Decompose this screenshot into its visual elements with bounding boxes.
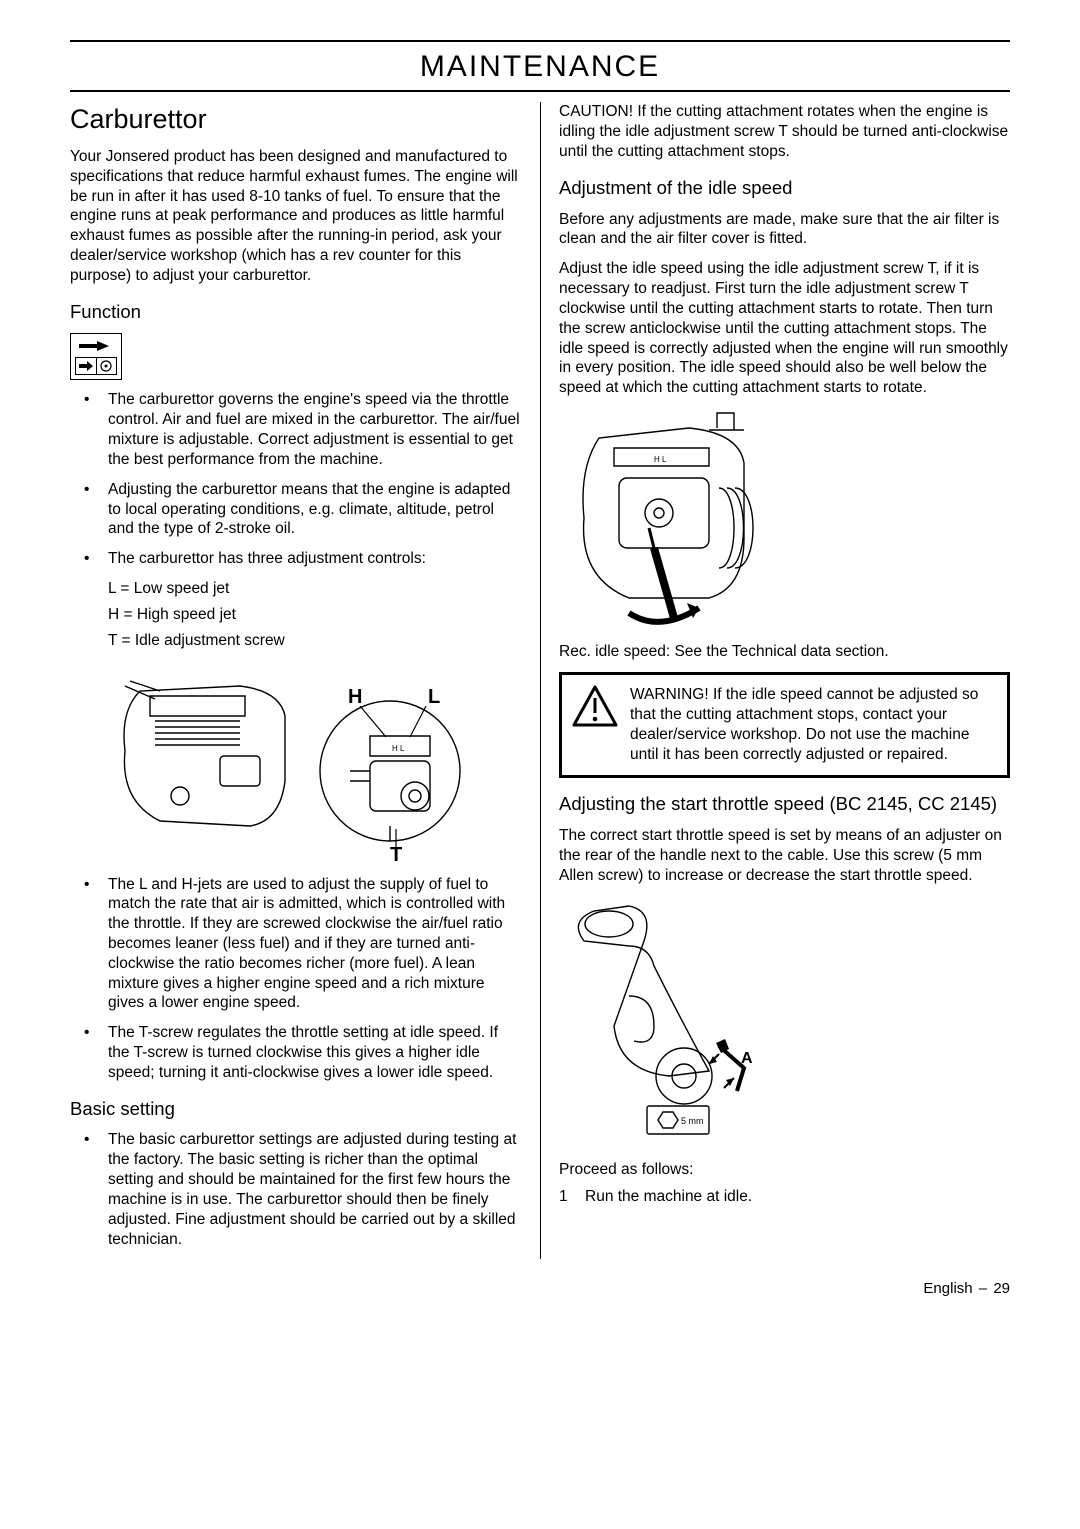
carburettor-icon — [70, 333, 122, 380]
engine-hlt-figure: H L H L T — [70, 661, 522, 861]
proceed-label: Proceed as follows: — [559, 1160, 1010, 1180]
list-item: The carburettor has three adjustment con… — [70, 549, 522, 569]
list-item: Adjusting the carburettor means that the… — [70, 480, 522, 539]
figure-label-5mm: 5 mm — [681, 1116, 704, 1126]
carburettor-heading: Carburettor — [70, 102, 522, 137]
function-bullets-2: The L and H-jets are used to adjust the … — [70, 875, 522, 1083]
top-rule — [70, 40, 1010, 42]
page-footer: English – 29 — [70, 1279, 1010, 1298]
steps-list: 1Run the machine at idle. — [559, 1187, 1010, 1207]
right-column: CAUTION! If the cutting attachment rotat… — [540, 102, 1010, 1259]
start-throttle-p1: The correct start throttle speed is set … — [559, 826, 1010, 885]
figure-label-A: A — [741, 1050, 753, 1067]
footer-page-number: 29 — [993, 1280, 1010, 1297]
footer-lang: English — [923, 1280, 972, 1297]
jet-list: L = Low speed jet H = High speed jet T =… — [70, 579, 522, 650]
list-item: The L and H-jets are used to adjust the … — [70, 875, 522, 1014]
list-item: The T-screw regulates the throttle setti… — [70, 1023, 522, 1082]
function-heading: Function — [70, 300, 522, 324]
idle-adjust-figure: H L — [559, 408, 1010, 628]
rec-idle-speed: Rec. idle speed: See the Technical data … — [559, 642, 1010, 662]
warning-icon — [572, 685, 618, 729]
title-underline — [70, 90, 1010, 92]
left-column: Carburettor Your Jonsered product has be… — [70, 102, 540, 1259]
figure-label-T: T — [390, 844, 402, 861]
handle-figure: A 5 mm — [559, 896, 1010, 1146]
page-title: MAINTENANCE — [70, 48, 1010, 86]
basic-setting-heading: Basic setting — [70, 1097, 522, 1121]
intro-paragraph: Your Jonsered product has been designed … — [70, 147, 522, 286]
list-item: 1Run the machine at idle. — [559, 1187, 1010, 1207]
start-throttle-heading: Adjusting the start throttle speed (BC 2… — [559, 792, 1010, 816]
svg-text:H L: H L — [392, 744, 405, 753]
idle-p2: Adjust the idle speed using the idle adj… — [559, 259, 1010, 398]
footer-dash: – — [979, 1280, 987, 1297]
list-item: T = Idle adjustment screw — [108, 631, 522, 651]
function-bullets: The carburettor governs the engine's spe… — [70, 390, 522, 569]
svg-text:H L: H L — [654, 455, 667, 464]
list-item: H = High speed jet — [108, 605, 522, 625]
idle-speed-heading: Adjustment of the idle speed — [559, 176, 1010, 200]
list-item: L = Low speed jet — [108, 579, 522, 599]
figure-label-H: H — [348, 686, 362, 708]
basic-bullets: The basic carburettor settings are adjus… — [70, 1130, 522, 1249]
idle-p1: Before any adjustments are made, make su… — [559, 210, 1010, 250]
warning-text: WARNING! If the idle speed cannot be adj… — [630, 685, 995, 766]
warning-box: WARNING! If the idle speed cannot be adj… — [559, 672, 1010, 779]
step-text: Run the machine at idle. — [585, 1188, 752, 1205]
figure-label-L: L — [428, 686, 440, 708]
two-column-layout: Carburettor Your Jonsered product has be… — [70, 102, 1010, 1259]
list-item: The basic carburettor settings are adjus… — [70, 1130, 522, 1249]
caution-paragraph: CAUTION! If the cutting attachment rotat… — [559, 102, 1010, 161]
list-item: The carburettor governs the engine's spe… — [70, 390, 522, 469]
